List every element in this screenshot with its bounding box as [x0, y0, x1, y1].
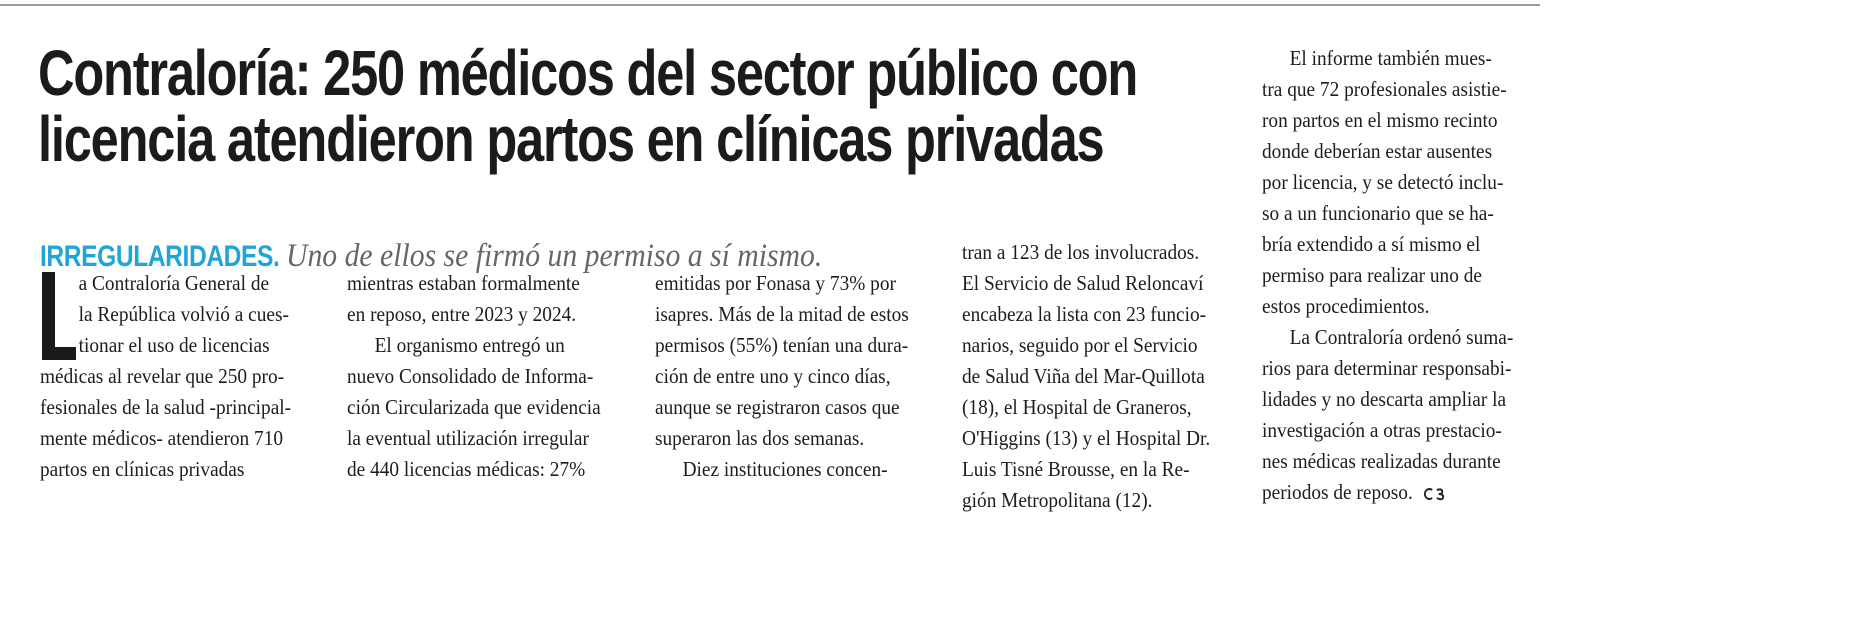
text-line: a Contraloría General de [78, 271, 270, 295]
text-line: médicas al revelar que 250 pro- [40, 364, 285, 388]
subhead: IRREGULARIDADES. Uno de ellos se firmó u… [40, 238, 882, 275]
column-4: tran a 123 de los involucrados. El Servi… [962, 237, 1247, 516]
headline: Contraloría: 250 médicos del sector públ… [38, 40, 1258, 172]
top-rule [0, 4, 1540, 6]
deck: Uno de ellos se firmó un permiso a sí mi… [286, 238, 823, 274]
text-line: El Servicio de Salud Reloncaví [962, 271, 1204, 295]
text-line: isapres. Más de la mitad de estos [655, 302, 909, 326]
text-line: O'Higgins (13) y el Hospital Dr. [962, 426, 1211, 450]
text-line: La Contraloría ordenó suma- [1289, 325, 1514, 349]
text-line: fesionales de la salud -principal- [40, 395, 292, 419]
column-5: El informe también mues- tra que 72 prof… [1262, 43, 1547, 508]
text-line: ción Circularizada que evidencia [347, 395, 601, 419]
text-line: tran a 123 de los involucrados. [962, 240, 1200, 264]
text-line: El informe también mues- [1289, 46, 1492, 70]
last-line: periodos de reposo. [1262, 477, 1524, 508]
text-line: de 440 licencias médicas: 27% [347, 457, 586, 481]
text-line: partos en clínicas privadas [40, 457, 245, 481]
text-line: rios para determinar responsabi- [1262, 356, 1512, 380]
text-line: donde deberían estar ausentes [1262, 139, 1493, 163]
text-line: aunque se registraron casos que [655, 395, 900, 419]
text-line: El organismo entregó un [374, 333, 565, 357]
text-line: ción de entre uno y cinco días, [655, 364, 891, 388]
text-line: nuevo Consolidado de Informa- [347, 364, 594, 388]
headline-line: licencia atendieron partos en clínicas p… [38, 103, 1105, 175]
text-line: lidades y no descarta ampliar la [1262, 387, 1507, 411]
text-line: emitidas por Fonasa y 73% por [655, 271, 896, 295]
text-line: investigación a otras prestacio- [1262, 418, 1502, 442]
column-1: a Contraloría General de la República vo… [40, 268, 325, 485]
text-line: mientras estaban formalmente [347, 271, 580, 295]
end-of-article-icon [1423, 488, 1445, 501]
column-3: emitidas por Fonasa y 73% por isapres. M… [655, 268, 940, 485]
text-line: estos procedimientos. [1262, 294, 1430, 318]
text-line: periodos de reposo. [1262, 480, 1413, 504]
text-line: de Salud Viña del Mar-Quillota [962, 364, 1205, 388]
column-2: mientras estaban formalmente en reposo, … [347, 268, 632, 485]
text-line: tionar el uso de licencias [78, 333, 270, 357]
text-line: la República volvió a cues- [78, 302, 289, 326]
text-line: gión Metropolitana (12). [962, 488, 1153, 512]
text-line: Diez instituciones concen- [682, 457, 888, 481]
text-line: (18), el Hospital de Graneros, [962, 395, 1192, 419]
text-line: mente médicos- atendieron 710 [40, 426, 284, 450]
text-line: permisos (55%) tenían una dura- [655, 333, 909, 357]
text-line: superaron las dos semanas. [655, 426, 865, 450]
text-line: en reposo, entre 2023 y 2024. [347, 302, 577, 326]
text-line: tra que 72 profesionales asistie- [1262, 77, 1507, 101]
text-line: la eventual utilización irregular [347, 426, 589, 450]
text-line: bría extendido a sí mismo el [1262, 232, 1481, 256]
text-line: por licencia, y se detectó inclu- [1262, 170, 1504, 194]
text-line: Luis Tisné Brousse, en la Re- [962, 457, 1190, 481]
text-line: ron partos en el mismo recinto [1262, 108, 1498, 132]
kicker: IRREGULARIDADES. [40, 240, 280, 273]
headline-line: Contraloría: 250 médicos del sector públ… [38, 37, 1138, 109]
text-line: encabeza la lista con 23 funcio- [962, 302, 1207, 326]
text-line: permiso para realizar uno de [1262, 263, 1482, 287]
text-line: narios, seguido por el Servicio [962, 333, 1198, 357]
text-line: nes médicas realizadas durante [1262, 449, 1501, 473]
text-line: so a un funcionario que se ha- [1262, 201, 1494, 225]
drop-cap-l [42, 272, 76, 360]
